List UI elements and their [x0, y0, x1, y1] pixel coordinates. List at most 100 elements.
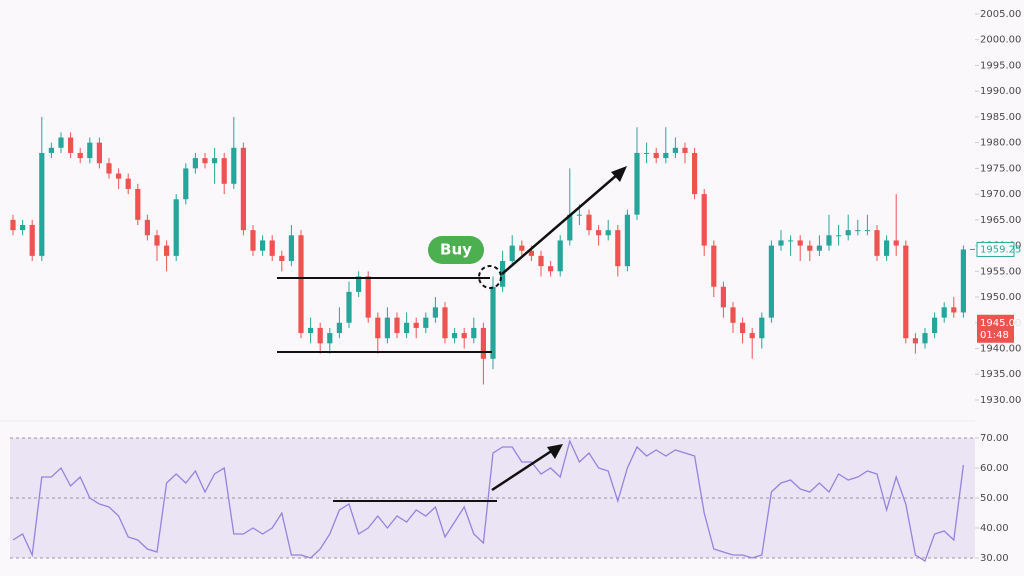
candle-body: [509, 245, 515, 262]
candle-body: [29, 224, 35, 256]
buy-label: Buy: [440, 241, 472, 259]
candle-body: [384, 317, 390, 339]
candle-body: [759, 317, 765, 339]
candle-body: [20, 224, 26, 231]
y-tick-label: 1985.00: [980, 112, 1021, 123]
indicator-tick-label: 70.00: [980, 433, 1009, 444]
candle-body: [58, 137, 64, 148]
candle-body: [903, 245, 909, 339]
candle-body: [77, 152, 83, 159]
candle-body: [116, 173, 122, 179]
candle-body: [279, 255, 285, 262]
candle-body: [960, 249, 966, 313]
candle-body: [375, 317, 381, 339]
candle-body: [490, 286, 496, 359]
last-price-label: 1959.25: [980, 244, 1021, 255]
candle-body: [893, 240, 899, 246]
price-axis: 2005.00 2000.00 1995.00 1990.00 1985.00 1980.…: [970, 9, 1021, 564]
candle-body: [701, 194, 707, 246]
drawings: Buy: [277, 166, 627, 502]
candle-body: [653, 152, 659, 159]
candle-body: [164, 245, 170, 256]
y-tick-label: 1930.00: [980, 395, 1021, 406]
candle-body: [144, 219, 150, 236]
candle-body: [154, 235, 160, 246]
buy-badge: [428, 236, 484, 264]
y-tick-label: 1990.00: [980, 86, 1021, 97]
candle-body: [10, 219, 16, 231]
candle-body: [692, 152, 698, 195]
y-tick-label: 2005.00: [980, 9, 1021, 20]
price-marker-label: 1945.00: [980, 318, 1021, 329]
candle-body: [682, 147, 688, 153]
candle-body: [298, 235, 304, 334]
candle-body: [634, 152, 640, 215]
indicator-tick-label: 30.00: [980, 553, 1009, 564]
candle-body: [432, 307, 438, 318]
candle-body: [106, 163, 112, 174]
candle-body: [586, 214, 592, 231]
trend-arrow: [501, 173, 619, 275]
candle-body: [624, 214, 630, 267]
indicator-tick-label: 50.00: [980, 493, 1009, 504]
candle-body: [423, 317, 429, 328]
candle-body: [365, 276, 371, 318]
candle-body: [768, 245, 774, 318]
candle-body: [730, 307, 736, 323]
candle-body: [778, 240, 784, 246]
y-tick-label: 2000.00: [980, 35, 1021, 46]
indicator-line: [12, 439, 965, 562]
arrow-head: [611, 166, 627, 182]
candle-body: [221, 158, 227, 184]
candle-body: [797, 240, 803, 246]
candle-body: [932, 317, 938, 334]
candle-body: [240, 147, 246, 231]
candle-body: [173, 199, 179, 256]
candle-body: [452, 333, 458, 339]
y-tick-label: 1965.00: [980, 215, 1021, 226]
y-tick-label: 1940.00: [980, 343, 1021, 354]
candle-body: [807, 245, 813, 251]
candle-body: [528, 250, 534, 256]
candle-body: [288, 235, 294, 262]
candle-body: [135, 188, 141, 220]
candle-body: [720, 286, 726, 308]
y-tick-label: 1980.00: [980, 138, 1021, 149]
candle-body: [87, 142, 93, 159]
candle-body: [749, 333, 755, 339]
candle-body: [480, 327, 486, 359]
candle-body: [461, 333, 467, 339]
candle-body: [183, 168, 189, 200]
y-tick-label: 1950.00: [980, 292, 1021, 303]
candle-body: [711, 245, 717, 287]
candle-body: [874, 230, 880, 256]
candle-body: [212, 158, 218, 164]
candle-body: [125, 178, 131, 189]
candle-body: [519, 245, 525, 251]
candle-body: [336, 322, 342, 334]
y-tick-label: 1995.00: [980, 60, 1021, 71]
candle-body: [327, 333, 333, 344]
candle-body: [576, 214, 582, 216]
candle-body: [39, 152, 45, 256]
marks: [10, 116, 966, 562]
candle-body: [663, 152, 669, 159]
candle-body: [615, 230, 621, 267]
candle-body: [855, 230, 861, 232]
candle-body: [96, 142, 102, 164]
candle-body: [202, 158, 208, 164]
candle-body: [644, 152, 650, 154]
candle-body: [356, 276, 362, 292]
candle-body: [941, 307, 947, 318]
last-price-box: [976, 241, 1015, 257]
candle-body: [845, 230, 851, 236]
y-tick-label: 1935.00: [980, 369, 1021, 380]
candle-body: [269, 240, 275, 256]
indicator-tick-label: 40.00: [980, 523, 1009, 534]
indicator-tick-label: 60.00: [980, 463, 1009, 474]
candle-body: [557, 240, 563, 272]
y-tick-label: 1970.00: [980, 189, 1021, 200]
candle-body: [404, 322, 410, 334]
candle-body: [260, 240, 266, 251]
